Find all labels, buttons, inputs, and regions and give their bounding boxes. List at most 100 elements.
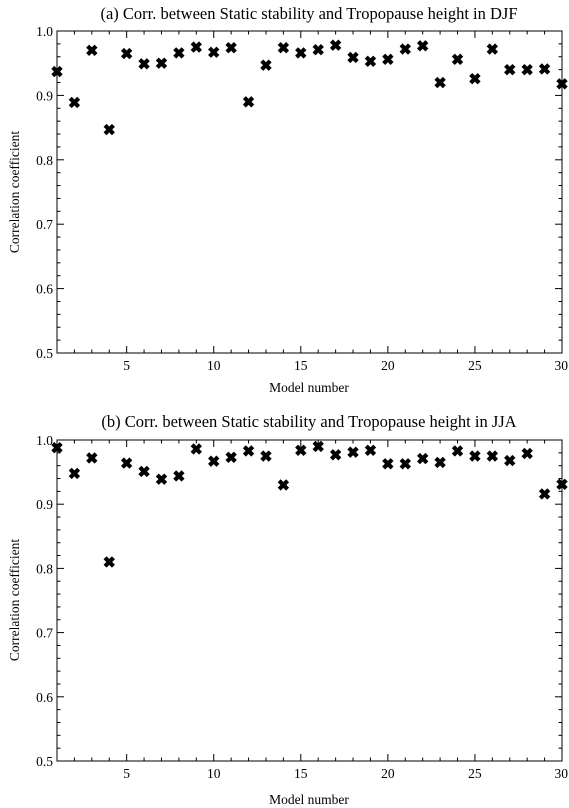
y-tick-label: 0.8 — [36, 561, 53, 576]
chart-b-x-tick-labels: 5 10 15 20 25 30 — [123, 766, 568, 781]
chart-b-frame — [56, 439, 563, 762]
y-tick-label: 0.9 — [36, 497, 53, 512]
data-point-marker — [556, 478, 568, 490]
data-point-marker — [103, 556, 115, 568]
data-point-marker — [451, 53, 464, 66]
data-point-marker — [68, 96, 81, 109]
data-point-marker — [364, 444, 377, 456]
data-point-marker — [86, 44, 98, 57]
data-point-marker — [434, 456, 446, 469]
chart-b-markers — [51, 440, 568, 568]
chart-b-title: (b) Corr. between Static stability and T… — [101, 412, 516, 431]
data-point-marker — [103, 123, 115, 136]
data-point-marker — [469, 450, 481, 462]
data-point-marker — [242, 445, 255, 457]
data-point-marker — [434, 76, 446, 89]
chart-a-frame — [56, 30, 563, 354]
x-tick-label: 10 — [207, 766, 221, 781]
chart-panel-b: (b) Corr. between Static stability and T… — [0, 404, 569, 808]
chart-a-ticks — [56, 30, 563, 354]
data-point-marker — [225, 42, 237, 54]
data-point-marker — [190, 443, 202, 455]
data-point-marker — [399, 43, 411, 55]
x-tick-label: 10 — [207, 358, 221, 373]
x-tick-label: 5 — [123, 358, 130, 373]
chart-b-ylabel: Correlation coefficient — [7, 539, 22, 662]
data-point-marker — [208, 455, 220, 467]
x-tick-label: 15 — [294, 766, 308, 781]
chart-a-x-tick-labels: 5 10 15 20 25 30 — [123, 358, 568, 373]
data-point-marker — [173, 470, 185, 482]
data-point-marker — [364, 55, 377, 67]
data-point-marker — [190, 41, 202, 53]
data-point-marker — [173, 47, 185, 59]
data-point-marker — [451, 445, 464, 457]
data-point-marker — [486, 450, 499, 462]
data-point-marker — [242, 96, 255, 108]
data-point-marker — [295, 444, 307, 456]
data-point-marker — [521, 447, 533, 460]
y-tick-label: 0.7 — [36, 217, 53, 232]
x-tick-label: 15 — [294, 358, 308, 373]
data-point-marker — [399, 458, 411, 470]
data-point-marker — [155, 57, 168, 69]
data-point-marker — [51, 442, 63, 454]
data-point-marker — [382, 458, 394, 470]
data-point-marker — [329, 449, 342, 461]
chart-b-svg: (b) Corr. between Static stability and T… — [7, 412, 568, 807]
x-tick-label: 20 — [381, 766, 395, 781]
chart-a-y-tick-labels: 0.5 0.6 0.7 0.8 0.9 1.0 — [36, 24, 53, 361]
y-tick-label: 0.5 — [36, 754, 53, 769]
data-point-marker — [277, 479, 290, 491]
y-tick-label: 0.9 — [36, 88, 53, 103]
y-tick-label: 0.6 — [36, 690, 53, 705]
x-tick-label: 5 — [123, 766, 130, 781]
data-point-marker — [521, 63, 533, 76]
chart-b-y-tick-labels: 0.5 0.6 0.7 0.8 0.9 1.0 — [36, 433, 53, 769]
data-point-marker — [155, 473, 168, 485]
data-point-marker — [556, 78, 568, 90]
y-tick-label: 1.0 — [36, 433, 53, 448]
data-point-marker — [538, 63, 551, 75]
chart-a-title: (a) Corr. between Static stability and T… — [100, 4, 517, 23]
y-tick-label: 0.5 — [36, 346, 53, 361]
y-tick-label: 1.0 — [36, 24, 53, 39]
x-tick-label: 25 — [468, 766, 482, 781]
data-point-marker — [469, 72, 481, 85]
data-point-marker — [347, 51, 359, 64]
chart-panel-a: (a) Corr. between Static stability and T… — [7, 4, 568, 395]
data-point-marker — [138, 58, 150, 70]
data-point-marker — [120, 47, 133, 60]
data-point-marker — [347, 446, 359, 458]
data-point-marker — [312, 43, 324, 56]
data-point-marker — [504, 63, 516, 76]
x-tick-label: 30 — [555, 358, 569, 373]
data-point-marker — [295, 47, 307, 59]
chart-a-xlabel: Model number — [269, 380, 349, 395]
data-point-marker — [138, 465, 150, 478]
data-point-marker — [86, 452, 98, 464]
y-tick-label: 0.7 — [36, 626, 53, 641]
data-point-marker — [277, 42, 290, 54]
data-point-marker — [538, 488, 551, 500]
data-point-marker — [417, 452, 429, 465]
data-point-marker — [208, 46, 220, 58]
data-point-marker — [51, 65, 63, 78]
data-point-marker — [312, 440, 324, 453]
y-tick-label: 0.6 — [36, 282, 53, 297]
data-point-marker — [68, 467, 81, 480]
data-point-marker — [260, 59, 272, 71]
data-point-marker — [382, 53, 394, 66]
chart-a-svg: (a) Corr. between Static stability and T… — [7, 4, 568, 395]
data-point-marker — [120, 457, 133, 469]
chart-b-ticks — [56, 439, 563, 762]
data-point-marker — [329, 39, 342, 51]
x-tick-label: 20 — [381, 358, 395, 373]
data-point-marker — [225, 451, 237, 464]
data-point-marker — [486, 43, 499, 55]
data-point-marker — [260, 450, 272, 462]
chart-a-markers — [51, 39, 568, 136]
y-tick-label: 0.8 — [36, 153, 53, 168]
data-point-marker — [504, 454, 516, 467]
chart-b-xlabel: Model number — [269, 792, 349, 807]
